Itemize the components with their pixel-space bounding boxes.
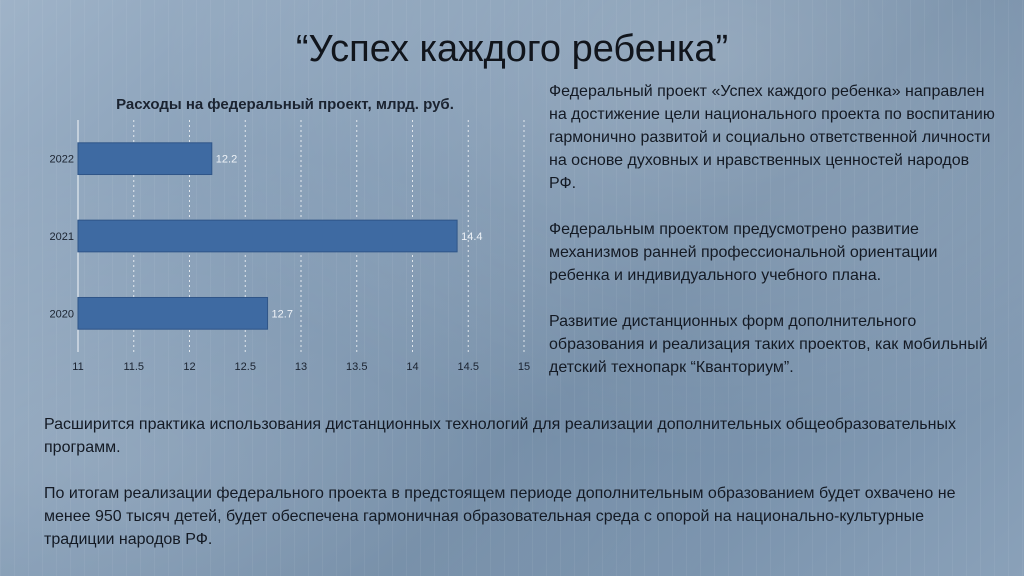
x-tick-label: 12.5	[235, 361, 256, 373]
project-description: Федеральный проект «Успех каждого ребенк…	[549, 80, 999, 379]
x-tick-label: 15	[518, 361, 530, 373]
x-tick-label: 13	[295, 361, 307, 373]
description-paragraph: Федеральный проект «Успех каждого ребенк…	[549, 83, 995, 192]
bar-2020	[77, 296, 269, 330]
category-label: 2020	[50, 308, 74, 320]
outcome-paragraph: Расширится практика использования дистан…	[44, 416, 956, 456]
chart-bars: 12.2 14.4 12.7	[77, 142, 483, 330]
data-label: 12.2	[216, 154, 237, 166]
x-tick-label: 14	[406, 361, 418, 373]
x-tick-label: 11.5	[123, 361, 144, 373]
chart-tick-labels: 11 11.5 12 12.5 13 13.5 14 14.5 15	[72, 361, 530, 373]
x-tick-label: 12	[183, 361, 195, 373]
project-outcomes: Расширится практика использования дистан…	[44, 413, 984, 551]
category-label: 2021	[50, 231, 74, 243]
x-tick-label: 13.5	[346, 361, 367, 373]
description-paragraph: Федеральным проектом предусмотрено разви…	[549, 221, 938, 284]
outcome-paragraph: По итогам реализации федерального проект…	[44, 485, 956, 548]
x-tick-label: 11	[72, 361, 83, 373]
chart-title: Расходы на федеральный проект, млрд. руб…	[116, 96, 454, 113]
description-paragraph: Развитие дистанционных форм дополнительн…	[549, 313, 988, 376]
expenses-bar-chart: Расходы на федеральный проект, млрд. руб…	[50, 96, 531, 373]
bar-2021	[77, 219, 458, 253]
x-tick-label: 14.5	[458, 361, 479, 373]
bar-2022	[77, 142, 213, 176]
chart-category-labels: 2022 2021 2020	[50, 154, 74, 321]
category-label: 2022	[50, 154, 74, 166]
slide-title: “Успех каждого ребенка”	[295, 28, 729, 70]
data-label: 14.4	[461, 231, 482, 243]
data-label: 12.7	[272, 308, 293, 320]
